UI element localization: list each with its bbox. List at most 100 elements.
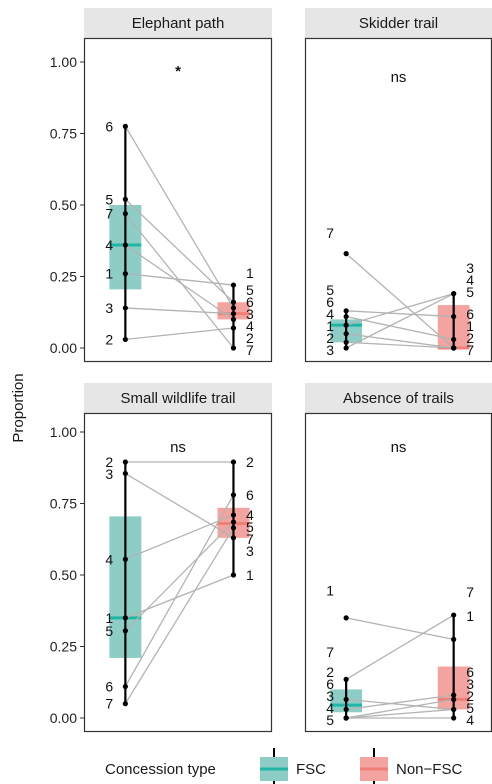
fsc-point-7 — [343, 251, 349, 257]
fsc-point-label-6: 6 — [326, 676, 334, 692]
nonfsc-point-4 — [451, 291, 457, 297]
nonfsc-point-1 — [230, 282, 237, 288]
nonfsc-point-label-3: 3 — [466, 260, 474, 276]
significance-label: ns — [170, 439, 186, 456]
nonfsc-point-label-5: 5 — [466, 284, 474, 300]
panel-strip — [305, 383, 492, 413]
y-tick-label: 0.50 — [50, 567, 77, 583]
nonfsc-point-4 — [451, 715, 457, 721]
pair-line-7 — [345, 253, 455, 349]
y-tick-label: 0.25 — [50, 639, 77, 655]
fsc-point-7 — [122, 210, 128, 217]
nonfsc-point-label-7: 7 — [466, 584, 474, 600]
fsc-point-label-2: 2 — [105, 331, 113, 347]
nonfsc-point-6 — [451, 692, 457, 698]
panel-title: Skidder trail — [359, 15, 438, 32]
pair-line-1 — [346, 617, 454, 640]
nonfsc-point-label-6: 6 — [466, 664, 474, 680]
panel-3: Small wildlife trail 0.00 0.25 0.50 0.75 1.00… — [50, 383, 273, 733]
fsc-point-7 — [122, 701, 128, 707]
fsc-point-5 — [122, 628, 128, 634]
legend-label: FSC — [296, 761, 326, 778]
fsc-point-label-3: 3 — [326, 688, 334, 704]
nonfsc-point-label-6: 6 — [246, 487, 254, 503]
nonfsc-point-2 — [230, 325, 237, 331]
fsc-point-label-6: 6 — [326, 294, 334, 310]
fsc-point-1 — [122, 271, 128, 277]
nonfsc-point-label-6: 6 — [246, 294, 254, 310]
nonfsc-point-6 — [451, 336, 457, 343]
y-tick-label: 0.50 — [50, 197, 77, 213]
y-tick-label: 1.00 — [50, 54, 77, 70]
fsc-point-label-2: 2 — [326, 330, 334, 346]
fsc-point-2 — [343, 339, 349, 345]
nonfsc-point-label-2: 2 — [466, 688, 474, 704]
nonfsc-point-4 — [230, 316, 237, 322]
nonfsc-point-5 — [451, 706, 457, 713]
nonfsc-point-label-4: 4 — [246, 318, 254, 334]
fsc-point-label-6: 6 — [105, 118, 113, 134]
fsc-point-label-4: 4 — [105, 237, 113, 253]
nonfsc-point-4 — [230, 512, 237, 518]
fsc-point-2 — [122, 459, 128, 465]
fsc-point-label-5: 5 — [326, 282, 334, 298]
pair-line-3 — [345, 293, 454, 349]
fsc-point-5 — [343, 308, 349, 314]
fsc-point-5 — [343, 715, 349, 721]
nonfsc-point-label-7: 7 — [466, 342, 474, 358]
nonfsc-point-label-1: 1 — [246, 567, 254, 583]
fsc-point-4 — [343, 322, 349, 328]
fsc-point-label-6: 6 — [105, 679, 113, 695]
fsc-point-5 — [122, 196, 128, 202]
fsc-point-2 — [122, 336, 128, 343]
fsc-point-label-1: 1 — [326, 582, 334, 598]
pair-line-7 — [124, 527, 235, 705]
pair-line-4 — [125, 514, 234, 560]
panel-title: Absence of trails — [343, 390, 454, 407]
nonfsc-point-label-2: 2 — [246, 330, 254, 346]
nonfsc-point-label-5: 5 — [246, 519, 254, 535]
pair-line-6 — [346, 315, 454, 341]
pair-line-4 — [124, 244, 234, 320]
fsc-point-label-1: 1 — [105, 266, 113, 282]
panel-strip — [84, 8, 272, 38]
nonfsc-point-3 — [230, 311, 237, 317]
y-tick-label: 0.25 — [50, 269, 77, 285]
nonfsc-point-label-7: 7 — [246, 531, 254, 547]
nonfsc-point-label-6: 6 — [466, 306, 474, 322]
pair-line-3 — [346, 698, 454, 719]
fsc-point-label-2: 2 — [105, 454, 113, 470]
nonfsc-point-label-2: 2 — [466, 330, 474, 346]
nonfsc-point-label-7: 7 — [246, 342, 254, 358]
panel-1: Elephant path0.000.250.500.751.006574132… — [50, 8, 273, 363]
fsc-point-label-2: 2 — [326, 664, 334, 680]
fsc-point-label-5: 5 — [326, 712, 334, 728]
pair-line-5 — [124, 521, 234, 632]
nonfsc-point-label-1: 1 — [246, 265, 254, 281]
pair-line-5 — [124, 198, 234, 303]
nonfsc-point-2 — [230, 459, 237, 465]
legend: Concession type FSC Non−FSC — [105, 748, 462, 784]
pair-line-2 — [125, 327, 234, 341]
fsc-point-6 — [122, 683, 128, 690]
y-tick-label: 0.75 — [50, 496, 77, 512]
pair-line-7 — [124, 213, 234, 349]
panel-title: Elephant path — [132, 15, 225, 32]
legend-label: Non−FSC — [396, 761, 462, 778]
pair-line-6 — [124, 494, 235, 687]
fsc-point-1 — [343, 615, 349, 621]
fsc-point-3 — [122, 470, 128, 477]
fsc-point-label-3: 3 — [105, 300, 113, 316]
panel-title: Small wildlife trail — [120, 390, 235, 407]
fsc-point-3 — [122, 305, 128, 311]
legend-title: Concession type — [105, 761, 216, 778]
pair-line-2 — [346, 698, 454, 711]
fsc-point-label-7: 7 — [326, 225, 334, 241]
fsc-point-2 — [343, 696, 349, 703]
fsc-point-label-4: 4 — [326, 306, 334, 322]
significance-label: ns — [391, 69, 407, 86]
nonfsc-point-3 — [451, 696, 457, 703]
nonfsc-point-label-3: 3 — [466, 676, 474, 692]
nonfsc-point-label-5: 5 — [466, 700, 474, 716]
